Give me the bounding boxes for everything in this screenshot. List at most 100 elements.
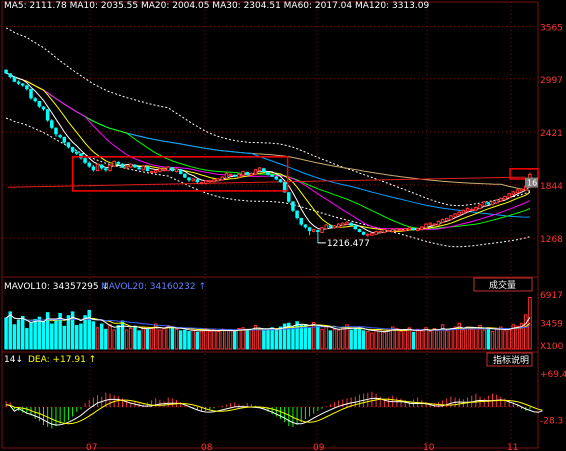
volume-selector-button[interactable] (473, 277, 533, 292)
volume-bar (420, 330, 424, 350)
volume-tick-label: 6917 (540, 291, 563, 301)
volume-bar (12, 324, 17, 350)
macd-dea-line (6, 398, 543, 425)
candle-up (440, 218, 445, 223)
volume-bar (212, 329, 216, 350)
candle-up (191, 178, 195, 182)
volume-bar (270, 327, 274, 350)
candle-down (287, 192, 291, 202)
candle-down (195, 179, 200, 183)
candle-down (245, 171, 249, 175)
candle-up (212, 179, 216, 183)
x-tick-label: 09 (313, 443, 325, 451)
candle-up (478, 204, 482, 209)
volume-bar (353, 327, 358, 350)
candle-up (341, 222, 345, 226)
candle-up (154, 170, 158, 173)
candle-up (203, 180, 208, 185)
candle-up (158, 168, 162, 173)
volume-bar (415, 328, 420, 350)
volume-bar (411, 331, 416, 350)
candle-down (16, 81, 21, 84)
volume-bar (361, 330, 366, 350)
candle-down (361, 231, 366, 235)
volume-bar (166, 325, 170, 350)
price-top-legend: MA5: 2111.78 MA10: 2035.55 MA20: 2004.05… (4, 1, 429, 11)
candle-down (91, 166, 96, 171)
volume-bar (116, 325, 121, 350)
volume-bar (183, 329, 187, 350)
volume-bar (449, 328, 453, 350)
candle-up (432, 223, 437, 226)
volume-bar (203, 328, 208, 350)
volume-bar (465, 326, 470, 350)
volume-bar (54, 318, 58, 350)
candle-up (370, 232, 374, 236)
volume-bar (328, 330, 333, 350)
candle-down (178, 169, 183, 174)
volume-bar (195, 331, 200, 350)
candle-down (50, 120, 54, 128)
volume-bar (461, 329, 466, 350)
volume-bar (320, 328, 324, 350)
candle-up (507, 193, 511, 198)
volume-bar (307, 327, 312, 350)
volume-bar (262, 330, 266, 350)
volume-bar (390, 326, 395, 350)
volume-bar (75, 325, 79, 350)
candle-down (58, 135, 62, 138)
candle-up (241, 171, 245, 176)
candle-down (266, 171, 270, 175)
highlight-box-consolidation (72, 156, 289, 192)
volume-bar (511, 324, 516, 350)
candle-down (295, 210, 299, 219)
candle-up (199, 182, 204, 185)
candle-down (353, 225, 358, 230)
candle-down (316, 230, 320, 233)
candle-up (386, 230, 391, 233)
candle-down (133, 164, 137, 168)
volume-bar (436, 329, 441, 350)
price-tick-label: 3565 (540, 23, 563, 33)
candle-down (87, 162, 91, 167)
volume-bar (478, 325, 482, 350)
candle-down (137, 167, 141, 170)
volume-bar (224, 329, 229, 350)
indicator-help-button[interactable] (486, 352, 533, 367)
candle-up (445, 218, 449, 221)
volume-bar (149, 327, 154, 350)
candle-down (99, 164, 104, 169)
volume-bar (324, 326, 328, 350)
candle-up (519, 188, 524, 192)
volume-bar (87, 309, 91, 350)
volume-bar (133, 325, 137, 350)
volume-tick-label: X100 (540, 342, 564, 352)
candle-down (278, 179, 283, 183)
candle-down (4, 69, 8, 74)
macd-tick-label: -28.3 (540, 416, 563, 426)
volume-bar (332, 328, 337, 350)
volume-bar (507, 328, 511, 350)
candle-down (274, 176, 279, 180)
candle-down (303, 224, 308, 228)
volume-bar (357, 328, 362, 350)
volume-bar (482, 329, 486, 350)
volume-bar (378, 330, 382, 350)
candle-up (257, 167, 262, 172)
candle-down (120, 163, 125, 168)
candle-up (420, 226, 424, 231)
candle-down (486, 202, 491, 205)
candle-up (166, 166, 170, 172)
volume-bar (299, 325, 304, 350)
volume-bar (278, 326, 283, 350)
volume-bar (162, 328, 166, 350)
lower-envelope-line (5, 117, 531, 248)
volume-tick-label: 3459 (540, 320, 563, 330)
candle-up (124, 165, 129, 169)
indicator-help-label: 指标说明 (493, 354, 529, 366)
volume-bar (494, 328, 499, 350)
macd-panel (2, 391, 543, 429)
candle-down (66, 142, 71, 148)
volume-bar (228, 330, 233, 350)
